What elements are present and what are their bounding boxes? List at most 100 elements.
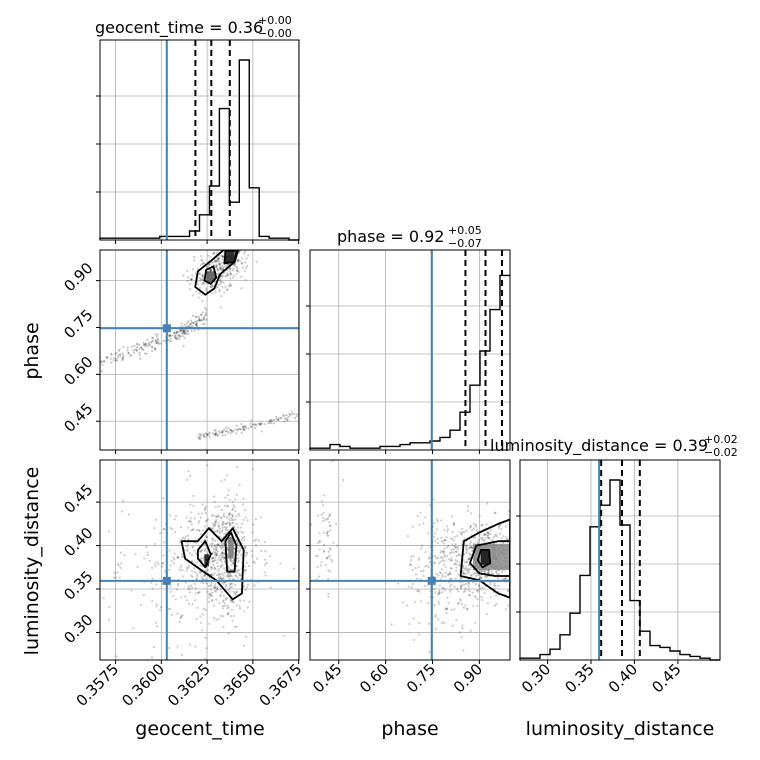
sample-point — [186, 548, 189, 551]
sample-point — [460, 584, 463, 588]
sample-point — [228, 585, 232, 588]
sample-point — [181, 334, 184, 338]
sample-point — [199, 571, 202, 574]
sample-point — [224, 529, 227, 532]
sample-point — [230, 609, 234, 612]
sample-point — [213, 586, 216, 589]
sample-point — [214, 520, 217, 523]
sample-point — [507, 538, 510, 541]
sample-point — [477, 538, 480, 542]
sample-point — [184, 332, 188, 336]
sample-point — [217, 515, 220, 518]
sample-point — [224, 285, 227, 288]
sample-point — [259, 422, 262, 425]
scatter-frame — [99, 249, 300, 451]
sample-point — [463, 537, 466, 540]
scatter-frame — [99, 459, 300, 661]
sample-point — [198, 549, 201, 552]
sample-point — [456, 601, 460, 605]
sample-point — [177, 334, 180, 337]
sample-point — [318, 540, 321, 543]
sample-point — [506, 589, 509, 593]
sample-point — [227, 606, 230, 609]
sample-point — [199, 557, 202, 560]
sample-point — [207, 432, 211, 435]
sample-point — [168, 568, 171, 572]
sample-point — [221, 523, 224, 526]
sample-point — [482, 539, 485, 542]
sample-point — [525, 558, 527, 560]
sample-point — [168, 334, 172, 337]
sample-point — [213, 567, 216, 570]
sample-point — [226, 274, 229, 277]
sample-point — [218, 431, 221, 434]
sample-point — [198, 520, 201, 523]
sample-point — [197, 280, 200, 283]
plot-area — [100, 250, 299, 450]
sample-point — [233, 625, 236, 628]
sample-point — [200, 258, 203, 261]
sample-point — [144, 345, 147, 348]
sample-point — [201, 274, 204, 277]
sample-point — [153, 347, 157, 350]
sample-point — [437, 602, 440, 605]
sample-point — [226, 505, 229, 508]
sample-point — [511, 550, 513, 552]
sample-point — [114, 359, 117, 362]
sample-point — [439, 551, 442, 554]
hist-bin — [560, 635, 570, 660]
sample-point — [232, 560, 235, 563]
sample-point — [407, 585, 410, 588]
sample-point — [201, 529, 204, 532]
sample-point — [468, 542, 472, 546]
sample-point — [438, 571, 441, 574]
sample-point — [219, 553, 222, 556]
sample-point — [203, 549, 207, 552]
sample-point — [269, 554, 272, 558]
sample-point — [246, 586, 249, 589]
sample-point — [156, 333, 159, 336]
sample-point — [218, 288, 221, 291]
sample-point — [236, 542, 239, 545]
sample-point — [233, 498, 237, 501]
sample-point — [180, 614, 183, 618]
sample-point — [217, 257, 220, 260]
sample-point — [195, 315, 198, 318]
x-tick-label: 0.3650 — [210, 660, 260, 710]
sample-point — [251, 523, 255, 526]
sample-point — [466, 608, 469, 611]
sample-point — [216, 272, 219, 275]
sample-point — [222, 582, 225, 585]
sample-point — [169, 526, 172, 530]
sample-point — [197, 437, 200, 440]
sample-point — [180, 596, 183, 599]
sample-point — [433, 535, 436, 538]
sample-point — [226, 612, 230, 616]
sample-point — [68, 575, 70, 577]
sample-point — [229, 568, 233, 571]
sample-point — [217, 570, 220, 573]
sample-point — [328, 524, 332, 527]
sample-point — [448, 585, 452, 588]
sample-point — [184, 329, 187, 332]
sample-point — [141, 348, 144, 351]
sample-point — [245, 551, 249, 554]
xlabel-luminosity-distance: luminosity_distance — [526, 718, 715, 740]
sample-point — [181, 536, 185, 539]
sample-point — [325, 557, 328, 560]
sample-point — [237, 428, 240, 431]
sample-point — [219, 566, 222, 569]
sample-point — [418, 556, 421, 560]
sample-point — [279, 417, 282, 420]
sample-point — [231, 500, 234, 503]
sample-point — [209, 573, 213, 576]
sample-point — [329, 514, 332, 517]
sample-point — [200, 279, 203, 282]
sample-point — [217, 257, 220, 260]
sample-point — [440, 591, 444, 594]
sample-point — [130, 345, 133, 348]
sample-point — [189, 584, 193, 587]
sample-point — [145, 342, 148, 345]
hist-bin — [650, 646, 660, 660]
sample-point — [153, 527, 156, 530]
